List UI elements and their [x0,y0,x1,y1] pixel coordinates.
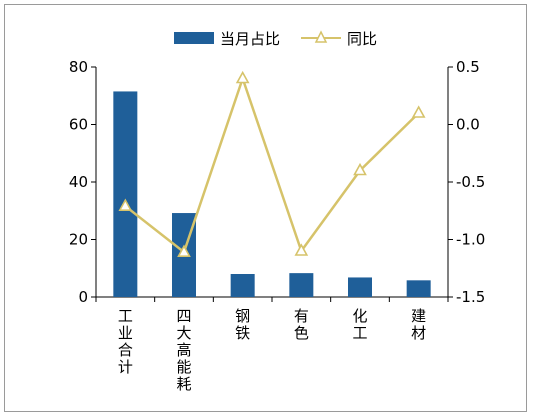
y-left-tick-label-1: 20 [69,231,88,249]
legend-bar-swatch [174,32,214,44]
axes [91,66,453,302]
yoy-marker-0 [118,198,133,211]
y-right-tick-label-0: -1.5 [456,288,485,306]
legend-line-label: 同比 [347,30,377,48]
y-left-tick-label-0: 0 [78,288,88,306]
x-tick-label-4: 化工 [352,307,367,342]
y-left-tick-label-2: 40 [69,173,88,191]
x-tick-label-0: 工业合计 [118,307,133,376]
yoy-marker-4 [353,162,367,176]
chart-frame [4,4,527,412]
bar-4 [348,277,372,297]
legend-line-marker [314,30,328,43]
y-right-tick-label-1: -1.0 [456,231,485,249]
yoy-marker-5 [411,105,426,118]
x-tick-label-2: 钢铁 [235,307,250,342]
x-tick-label-3: 有色 [294,307,309,342]
labels: 0 20 40 60 80 -1.5 -1.0 -0.5 0.0 0.5 工业合计 四大高能耗 钢铁 有色… [69,58,485,393]
yoy-marker-2 [235,70,250,84]
line-series [118,70,426,257]
x-tick-label-1: 四大高能耗 [176,307,191,393]
y-right-tick-label-3: 0.0 [456,116,480,134]
bar-2 [230,274,255,297]
y-left-tick-label-3: 60 [69,116,88,134]
yoy-marker-3 [294,243,309,256]
bar-5 [406,280,431,297]
yoy-line [124,77,420,254]
yoy-marker-1 [177,244,191,257]
bar-3 [289,273,314,297]
bar-0 [113,91,138,297]
y-right-tick-label-2: -0.5 [456,173,485,191]
y-right-tick-label-4: 0.5 [456,58,480,76]
x-tick-label-5: 建材 [411,307,426,342]
bars [113,91,431,297]
legend-bar-label: 当月占比 [220,30,280,48]
legend: 当月占比 同比 [174,30,377,48]
y-left-tick-label-4: 80 [69,58,88,76]
